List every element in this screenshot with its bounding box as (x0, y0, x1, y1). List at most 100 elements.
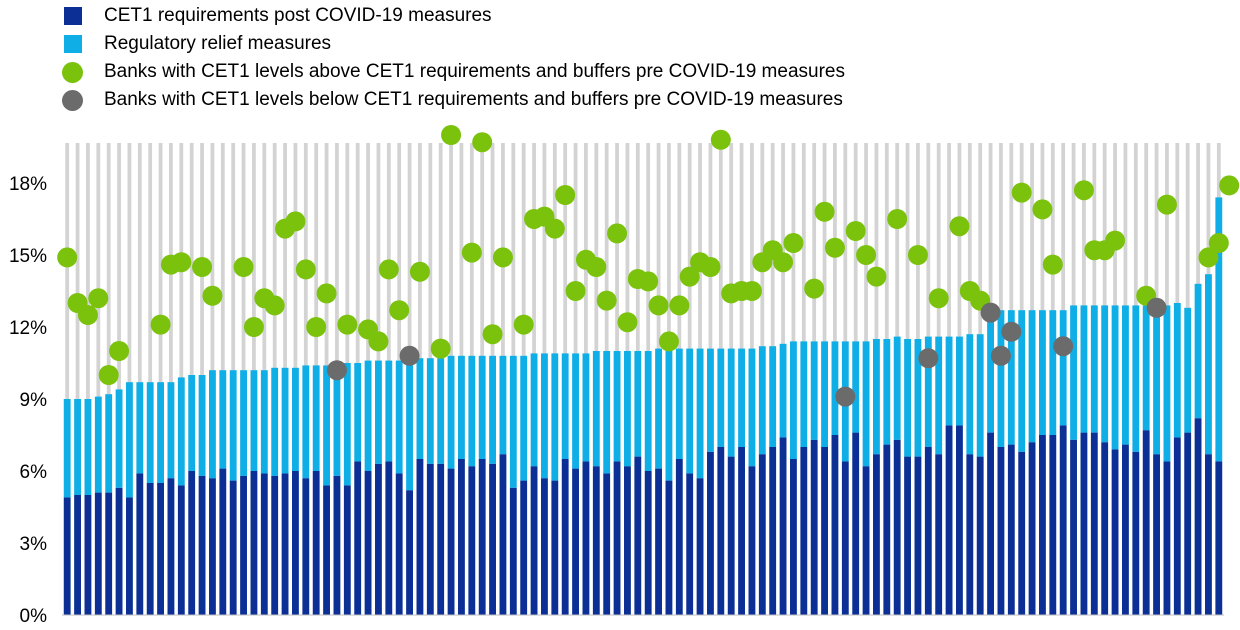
y-axis: 0% 3% 6% 9% 12% 15% 18% (9, 174, 1224, 627)
bar-relief (302, 365, 310, 479)
bar-requirements (157, 483, 164, 615)
bar-relief (188, 375, 196, 471)
bar-requirements (281, 473, 289, 615)
bar-requirements (375, 463, 382, 615)
dot-above (202, 285, 223, 306)
dot-above (285, 211, 306, 232)
bar-relief (489, 355, 496, 464)
dot-above (1156, 194, 1177, 215)
bar-requirements (935, 454, 943, 615)
bar-requirements (1173, 437, 1181, 615)
bar-requirements (530, 466, 538, 615)
dot-above (845, 221, 866, 241)
bar-relief (966, 334, 974, 455)
bar-relief (1059, 310, 1067, 426)
dot-above (295, 259, 316, 280)
bar-relief (997, 310, 1005, 447)
bar-requirements (219, 468, 227, 615)
bar-requirements (675, 459, 683, 615)
bar-requirements (509, 487, 517, 615)
bar-relief (655, 348, 662, 469)
bar-requirements (1101, 442, 1109, 615)
bar-requirements (821, 447, 828, 615)
bar-requirements (1132, 451, 1140, 615)
bar-relief (240, 370, 247, 476)
bar-requirements (1163, 461, 1171, 615)
bar-requirements (561, 459, 569, 615)
dot-above (513, 314, 534, 335)
bar-relief (862, 341, 870, 467)
bar-requirements (126, 497, 133, 615)
bar-relief (852, 341, 860, 433)
dot-above (389, 300, 410, 321)
bar-requirements (489, 463, 496, 615)
bar-relief (406, 360, 413, 491)
bar-requirements (468, 466, 476, 615)
dot-above (814, 201, 835, 222)
bar-requirements (240, 475, 247, 615)
bar-relief (63, 399, 71, 498)
bar-requirements (613, 461, 621, 615)
bar-requirements (188, 471, 196, 615)
bar-requirements (862, 466, 870, 615)
legend-marker-above (62, 61, 83, 83)
bar-requirements (800, 447, 808, 615)
dot-below (1053, 336, 1074, 357)
dot-above (741, 281, 762, 301)
bar-relief (74, 399, 81, 495)
bar-requirements (665, 480, 673, 615)
bar-relief (831, 341, 839, 435)
bar-relief (883, 339, 891, 445)
dot-above (306, 317, 327, 337)
bar-requirements (209, 478, 216, 615)
bar-relief (800, 341, 808, 447)
bar-relief (769, 346, 777, 447)
legend-label-above: Banks with CET1 levels above CET1 requir… (104, 61, 845, 82)
dot-above (441, 125, 462, 145)
bar-relief (572, 353, 579, 469)
dot-above (586, 257, 607, 277)
dot-above (907, 245, 928, 265)
bar-relief (1049, 310, 1057, 435)
bar-requirements (447, 468, 455, 615)
bar-requirements (696, 478, 704, 615)
bar-requirements (323, 485, 330, 615)
bar-relief (105, 394, 113, 493)
dot-above (378, 259, 399, 280)
legend-label-below: Banks with CET1 levels below CET1 requir… (104, 89, 843, 110)
bar-requirements (478, 459, 486, 615)
bar-requirements (758, 454, 766, 615)
bar-relief (385, 360, 393, 462)
dot-above (461, 242, 482, 263)
bar-relief (561, 353, 569, 459)
bar-requirements (603, 473, 611, 615)
bar-requirements (572, 468, 579, 615)
bar-requirements (105, 492, 113, 615)
bar-requirements (1070, 439, 1077, 615)
bar-relief (893, 336, 901, 440)
bar-relief (624, 351, 631, 467)
bar-requirements (624, 466, 631, 615)
bar-relief (115, 389, 123, 488)
bar-requirements (1049, 435, 1057, 615)
bar-requirements (976, 456, 984, 615)
bar-relief (1111, 305, 1119, 450)
bar-relief (416, 358, 424, 459)
dot-above (1105, 230, 1126, 251)
legend-label-relief: Regulatory relief measures (104, 33, 332, 54)
bar-requirements (229, 480, 237, 615)
bar-requirements (924, 447, 932, 615)
bar-relief (499, 355, 507, 455)
bar-requirements (198, 475, 206, 615)
bar-requirements (333, 475, 341, 615)
bar-requirements (426, 463, 434, 615)
dot-above (658, 331, 679, 352)
dot-below (835, 386, 856, 407)
bar-relief (146, 382, 154, 483)
bar-relief (530, 353, 538, 467)
bar-requirements (551, 480, 559, 615)
dot-below (1001, 321, 1022, 342)
bar-relief (250, 370, 258, 471)
bar-relief (717, 348, 725, 447)
bar-requirements (727, 456, 735, 615)
